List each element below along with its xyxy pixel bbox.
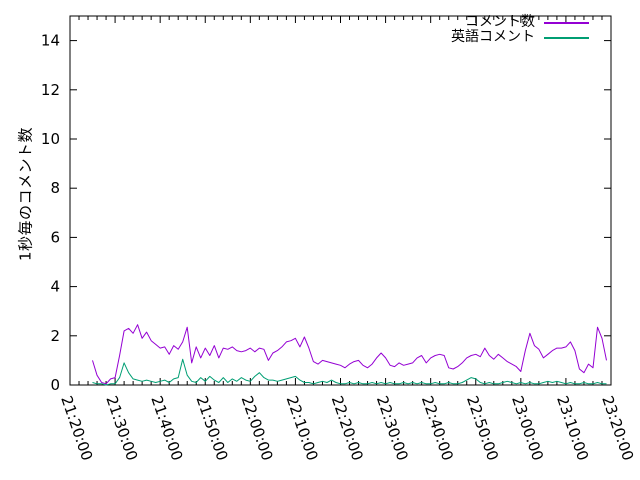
x-tick-label: 21:40:00 — [147, 393, 186, 463]
legend-swatch-english — [544, 36, 589, 39]
series-line-0 — [92, 324, 607, 385]
y-tick-label: 12 — [41, 81, 60, 99]
legend-label-english: 英語コメント — [451, 29, 535, 45]
y-tick-label: 0 — [50, 376, 60, 394]
legend-swatch-comments — [544, 21, 589, 24]
x-tick-label: 22:00:00 — [238, 393, 277, 463]
x-tick-label: 21:30:00 — [102, 393, 141, 463]
y-tick-label: 2 — [50, 327, 60, 345]
legend-entry-english: 英語コメント — [451, 30, 589, 45]
y-tick-label: 4 — [50, 278, 60, 296]
x-tick-label: 23:20:00 — [598, 393, 637, 463]
x-tick-label: 21:50:00 — [192, 393, 231, 463]
x-tick-label: 22:30:00 — [373, 393, 412, 463]
series-line-1 — [92, 358, 607, 386]
x-tick-label: 22:40:00 — [418, 393, 457, 463]
y-tick-label: 6 — [50, 228, 60, 246]
plot-border — [69, 15, 612, 386]
x-tick-label: 22:10:00 — [283, 393, 322, 463]
x-tick-label: 23:00:00 — [508, 393, 547, 463]
x-tick-label: 23:10:00 — [553, 393, 592, 463]
x-tick-label: 22:20:00 — [328, 393, 367, 463]
legend-entry-comments: コメント数 — [451, 15, 589, 30]
y-tick-label: 8 — [50, 179, 60, 197]
legend: コメント数 英語コメント — [451, 15, 589, 45]
x-tick-label: 21:20:00 — [57, 393, 96, 463]
y-axis-title: 1秒毎のコメント数 — [16, 126, 35, 262]
y-tick-label: 14 — [41, 32, 60, 50]
legend-label-comments: コメント数 — [465, 14, 535, 30]
y-tick-label: 10 — [41, 130, 60, 148]
x-tick-label: 22:50:00 — [463, 393, 502, 463]
